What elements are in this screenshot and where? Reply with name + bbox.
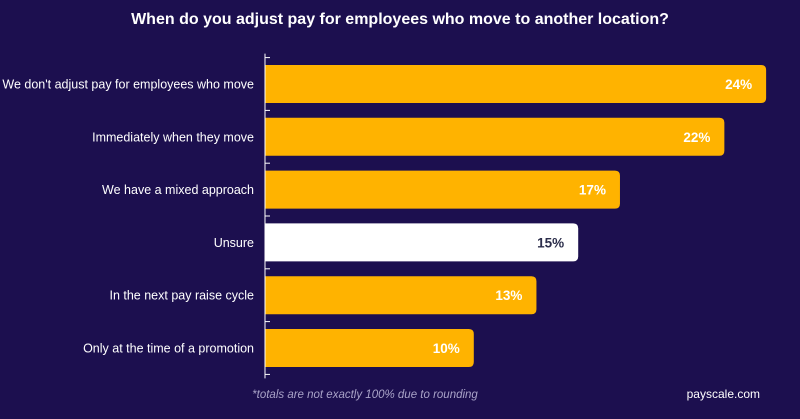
bar-4 xyxy=(265,223,579,262)
category-label-2: Immediately when they move xyxy=(92,130,254,144)
chart-title: When do you adjust pay for employees who… xyxy=(131,11,669,28)
data-label-2: 22% xyxy=(683,130,710,145)
data-label-1: 24% xyxy=(725,77,752,92)
data-label-4: 15% xyxy=(537,235,564,250)
bar-1 xyxy=(265,65,767,103)
bar-6 xyxy=(265,329,474,367)
bar-2 xyxy=(265,117,725,156)
brand-logo-text: payscale.com xyxy=(686,387,760,401)
category-label-1: We don't adjust pay for employees who mo… xyxy=(2,78,254,92)
footnote: *totals are not exactly 100% due to roun… xyxy=(252,389,478,401)
bar-5 xyxy=(265,276,537,315)
bar-3 xyxy=(265,170,620,209)
category-label-4: Unsure xyxy=(214,236,254,250)
category-label-5: In the next pay raise cycle xyxy=(109,289,254,303)
category-label-6: Only at the time of a promotion xyxy=(83,342,254,356)
data-label-5: 13% xyxy=(495,288,522,303)
data-label-3: 17% xyxy=(579,183,606,198)
category-label-3: We have a mixed approach xyxy=(102,183,254,197)
data-label-6: 10% xyxy=(433,341,460,356)
